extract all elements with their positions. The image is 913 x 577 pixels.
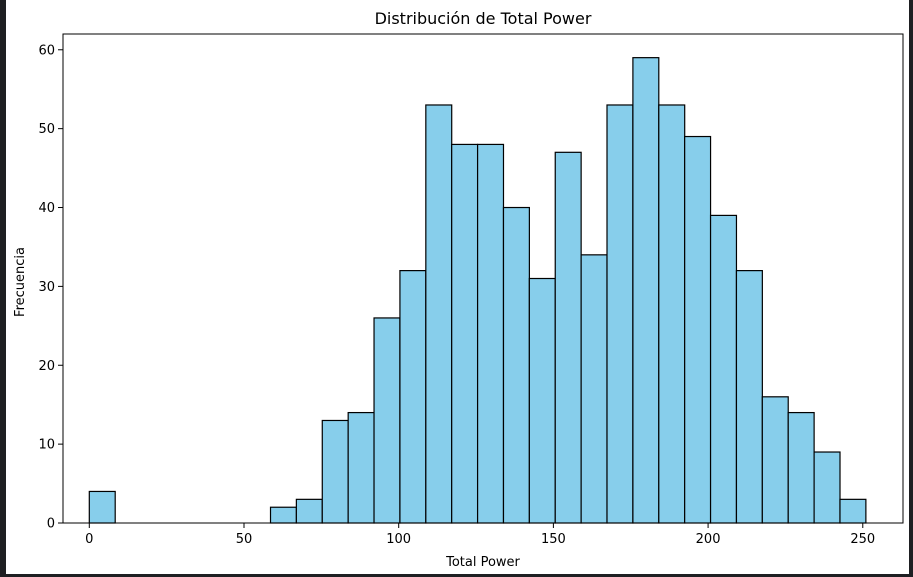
y-tick-label: 60	[38, 43, 55, 58]
histogram-bar	[554, 151, 582, 524]
histogram-bar	[528, 277, 556, 524]
histogram-bar	[347, 411, 375, 524]
window-edge-right	[909, 0, 913, 577]
x-tick-label: 200	[696, 532, 721, 547]
histogram-bar	[735, 270, 763, 524]
histogram-bar	[399, 270, 427, 524]
y-axis-ticks: 0 10 20 30 40 50 60	[38, 43, 63, 532]
x-tick-label: 250	[850, 532, 875, 547]
x-axis-ticks: 0 50 100 150 200 250	[85, 523, 875, 547]
y-tick-label: 50	[38, 122, 55, 137]
y-tick-label: 30	[38, 280, 55, 295]
histogram-bar	[606, 104, 634, 524]
histogram-bar	[580, 254, 608, 524]
x-tick-label: 150	[541, 532, 566, 547]
histogram-bar	[295, 498, 323, 524]
histogram-bars	[88, 57, 867, 524]
histogram-bar	[502, 206, 530, 524]
chart-title: Distribución de Total Power	[375, 9, 592, 28]
histogram-bar	[787, 411, 815, 524]
histogram-bar	[425, 104, 453, 524]
x-axis-label: Total Power	[445, 555, 520, 570]
window-edge-bottom	[0, 574, 913, 577]
histogram-bar	[88, 490, 116, 524]
x-tick-label: 100	[386, 532, 411, 547]
x-tick-label: 50	[236, 532, 253, 547]
histogram-bar	[658, 104, 686, 524]
histogram-bar	[813, 451, 841, 524]
histogram-bar	[839, 498, 867, 524]
histogram-bar	[761, 396, 789, 524]
y-axis-label: Frecuencia	[13, 247, 28, 317]
histogram-bar	[269, 506, 298, 524]
y-tick-label: 10	[38, 438, 55, 453]
histogram-bar	[684, 135, 712, 524]
plot-area-frame	[62, 33, 904, 524]
histogram-bar	[373, 317, 401, 524]
y-tick-label: 20	[38, 359, 55, 374]
x-tick-label: 0	[85, 532, 93, 547]
window-edge-left	[0, 0, 6, 577]
histogram-bar	[709, 214, 738, 524]
histogram-bar	[321, 419, 349, 524]
histogram-bar	[451, 143, 479, 524]
y-tick-label: 40	[38, 201, 55, 216]
y-tick-label: 0	[47, 517, 55, 532]
histogram-bar	[476, 143, 505, 524]
histogram-bar	[632, 57, 660, 524]
